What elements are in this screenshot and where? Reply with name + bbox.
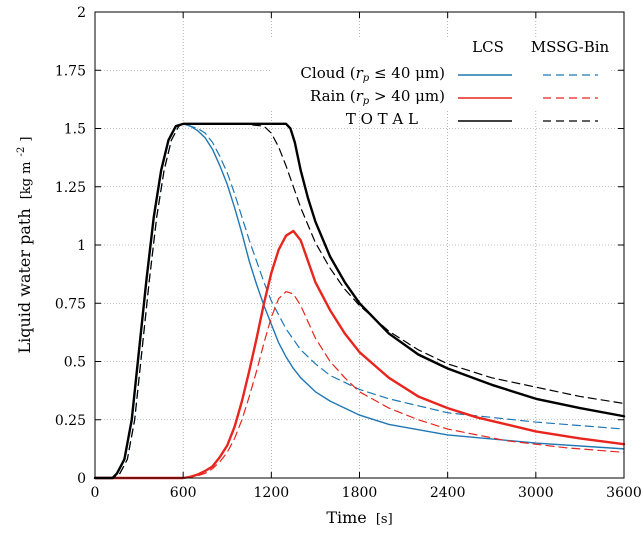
y-tick-label: 0 xyxy=(77,471,86,487)
legend: LCS MSSG-Bin Cloud (rp ≤ 40 μm) Rain (rp… xyxy=(270,38,610,128)
x-axis-label-main: Time xyxy=(326,508,366,527)
y-tick-label: 1.75 xyxy=(55,63,86,79)
legend-label-cloud-post: ≤ 40 μm) xyxy=(369,64,445,82)
legend-header-lcs: LCS xyxy=(472,38,504,56)
legend-label-total: T O T A L xyxy=(346,110,418,128)
x-axis-label: Time [s] xyxy=(326,508,392,527)
legend-header-mssg: MSSG-Bin xyxy=(531,38,610,56)
legend-label-cloud-r: r xyxy=(356,64,364,82)
y-axis-label-main: Liquid water path xyxy=(15,208,34,353)
axis-ticks xyxy=(94,11,625,479)
series-total-mssg xyxy=(94,123,625,479)
legend-label-cloud-sub: p xyxy=(363,73,370,84)
y-axis-label-exp: -2 xyxy=(16,147,27,157)
y-tick-label: 0.5 xyxy=(64,355,86,371)
tick-labels: 0 600 1200 1800 2400 3000 3600 0 0.25 0.5 0.75 1 1.2… xyxy=(55,5,642,501)
y-axis-label-unit: [kg m xyxy=(19,162,34,200)
legend-label-rain-r: r xyxy=(356,87,364,105)
legend-label-cloud-pre: Cloud ( xyxy=(300,64,355,82)
y-tick-label: 1 xyxy=(77,238,86,254)
y-tick-label: 1.5 xyxy=(64,122,86,138)
x-tick-label: 2400 xyxy=(430,485,466,501)
y-axis-label: Liquid water path [kg m -2 ] xyxy=(9,137,34,354)
legend-label-rain-post: > 40 μm) xyxy=(369,87,445,105)
y-tick-label: 1.25 xyxy=(55,180,86,196)
series-layer xyxy=(93,122,626,480)
legend-label-total-pre: T O T A L xyxy=(346,110,418,128)
series-rain-lcs xyxy=(93,229,626,480)
x-tick-label: 1200 xyxy=(254,485,290,501)
y-tick-label: 0.25 xyxy=(55,413,86,429)
legend-label-rain-pre: Rain ( xyxy=(310,87,356,105)
x-tick-label: 1800 xyxy=(342,485,378,501)
y-axis-label-close: ] xyxy=(19,137,34,142)
legend-background xyxy=(270,38,610,110)
x-tick-label: 0 xyxy=(91,485,100,501)
series-rain-mssg xyxy=(94,291,625,479)
x-axis-label-unit: [s] xyxy=(376,512,393,527)
x-tick-label: 3000 xyxy=(518,485,554,501)
y-tick-label: 0.75 xyxy=(55,296,86,312)
series-total-lcs xyxy=(93,122,626,480)
x-tick-label: 3600 xyxy=(606,485,642,501)
x-tick-label: 600 xyxy=(170,485,197,501)
y-tick-label: 2 xyxy=(77,5,86,21)
legend-label-cloud: Cloud (rp ≤ 40 μm) xyxy=(300,64,445,84)
legend-label-rain-sub: p xyxy=(363,96,370,107)
legend-label-rain: Rain (rp > 40 μm) xyxy=(310,87,445,107)
